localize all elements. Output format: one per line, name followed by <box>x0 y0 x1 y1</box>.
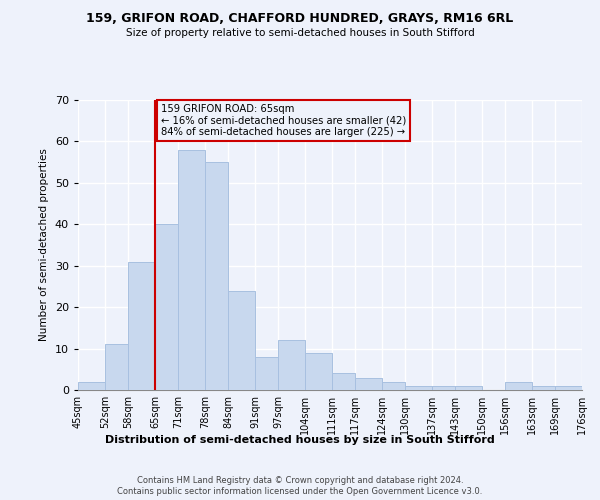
Bar <box>205 162 228 390</box>
Text: 159, GRIFON ROAD, CHAFFORD HUNDRED, GRAYS, RM16 6RL: 159, GRIFON ROAD, CHAFFORD HUNDRED, GRAY… <box>86 12 514 26</box>
Bar <box>255 357 278 390</box>
Bar <box>178 150 205 390</box>
Bar <box>382 382 405 390</box>
Bar <box>555 386 582 390</box>
Bar <box>432 386 455 390</box>
Text: Size of property relative to semi-detached houses in South Stifford: Size of property relative to semi-detach… <box>125 28 475 38</box>
Bar <box>278 340 305 390</box>
Text: Contains HM Land Registry data © Crown copyright and database right 2024.: Contains HM Land Registry data © Crown c… <box>137 476 463 485</box>
Bar <box>355 378 382 390</box>
Bar <box>455 386 482 390</box>
Text: Distribution of semi-detached houses by size in South Stifford: Distribution of semi-detached houses by … <box>105 435 495 445</box>
Bar <box>532 386 555 390</box>
Bar <box>405 386 432 390</box>
Bar <box>128 262 155 390</box>
Bar <box>155 224 178 390</box>
Bar <box>78 382 105 390</box>
Text: 159 GRIFON ROAD: 65sqm
← 16% of semi-detached houses are smaller (42)
84% of sem: 159 GRIFON ROAD: 65sqm ← 16% of semi-det… <box>161 104 406 138</box>
Bar <box>305 352 332 390</box>
Bar <box>505 382 532 390</box>
Text: Contains public sector information licensed under the Open Government Licence v3: Contains public sector information licen… <box>118 488 482 496</box>
Bar <box>105 344 128 390</box>
Bar <box>332 374 355 390</box>
Y-axis label: Number of semi-detached properties: Number of semi-detached properties <box>39 148 49 342</box>
Bar <box>228 290 255 390</box>
